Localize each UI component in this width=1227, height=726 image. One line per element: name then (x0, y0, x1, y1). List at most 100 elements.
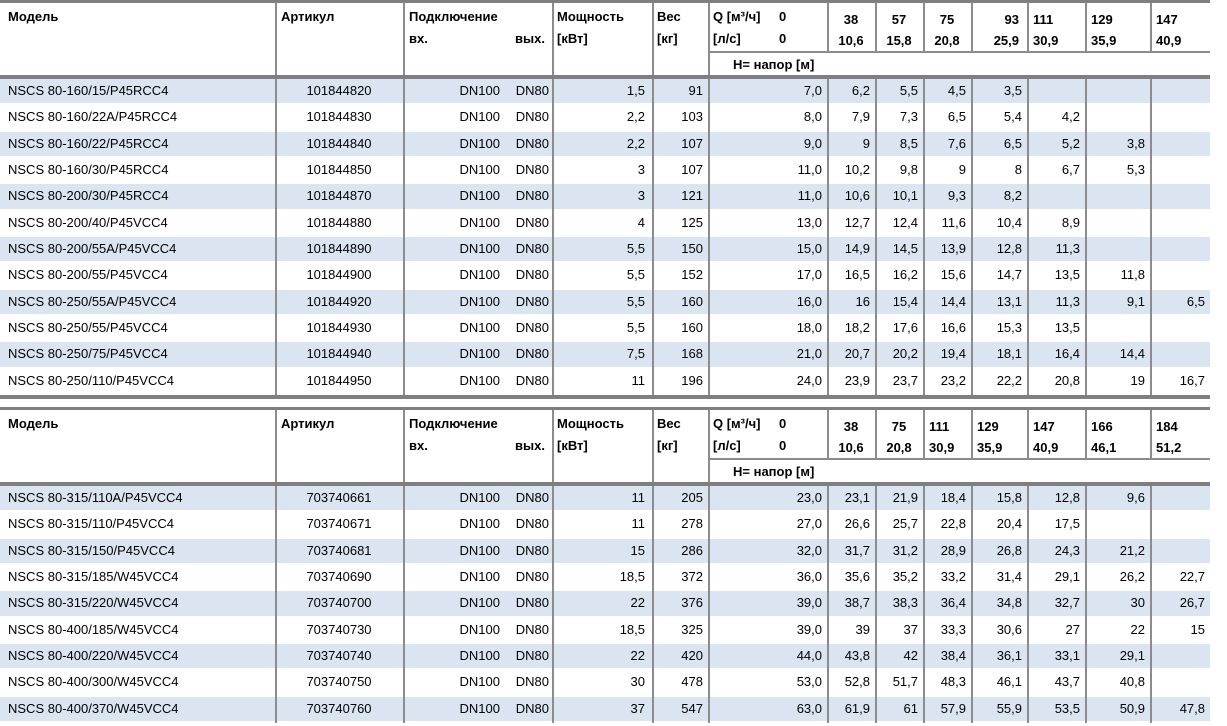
head-value-cell: 17,6 (892, 319, 918, 335)
head-value-cell: 63,0 (796, 700, 822, 716)
flow-col-ls: 10,6 (838, 33, 864, 48)
flow-zero-ls: 0 (779, 31, 787, 46)
article-cell: 101844840 (306, 135, 372, 151)
head-value-cell (1085, 211, 1150, 235)
weight-cell: 152 (681, 267, 703, 283)
head-value-cell: 35,6 (844, 568, 870, 584)
table-row: NSCS 80-200/40/P45VCC4 101844880 DN100 DN80… (0, 210, 1210, 237)
head-value-cell: 25,7 (892, 516, 918, 532)
weight-cell: 278 (681, 516, 703, 532)
head-value-cell: 32,0 (796, 542, 822, 558)
head-value-cell: 22,2 (996, 372, 1022, 388)
col-header-weight-unit: [кг] (657, 438, 678, 453)
model-cell: NSCS 80-250/55/P45VCC4 (8, 319, 168, 335)
head-value-cell: 44,0 (796, 647, 822, 663)
head-value-cell: 26,6 (844, 516, 870, 532)
power-cell: 5,5 (626, 267, 645, 283)
head-value-cell (1085, 512, 1150, 536)
article-cell: 703740671 (306, 516, 372, 532)
power-cell: 37 (630, 700, 645, 716)
column-divider (875, 486, 877, 723)
column-divider (652, 79, 654, 395)
flow-zero-m3h: 0 (779, 9, 787, 24)
dn-outlet-cell: DN80 (515, 700, 549, 716)
column-divider (652, 410, 654, 482)
dn-outlet-cell: DN80 (515, 568, 549, 584)
col-header-weight: Вес (657, 9, 681, 24)
head-value-cell: 21,2 (1119, 542, 1145, 558)
head-value-cell: 16,5 (844, 267, 870, 283)
column-divider (708, 410, 710, 482)
head-value-cell: 33,3 (940, 621, 966, 637)
dn-inlet-cell: DN100 (459, 595, 500, 611)
head-value-cell (1150, 105, 1210, 129)
column-divider (827, 3, 829, 51)
power-cell: 15 (630, 542, 645, 558)
head-value-cell: 11,8 (1120, 267, 1145, 283)
head-value-cell: 14,5 (892, 240, 918, 256)
dn-outlet-cell: DN80 (515, 490, 549, 505)
model-cell: NSCS 80-315/110/P45VCC4 (8, 516, 174, 532)
column-divider (1027, 486, 1029, 723)
col-header-connection: Подключение (409, 9, 498, 24)
flow-col-header: 57 15,8 (875, 9, 923, 53)
article-cell: 703740681 (306, 542, 372, 558)
head-value-cell: 4,2 (1061, 109, 1080, 125)
flow-col-header: 147 40,9 (1027, 416, 1085, 460)
head-value-cell: 30,6 (996, 621, 1022, 637)
model-cell: NSCS 80-250/55A/P45VCC4 (8, 293, 177, 309)
column-divider (971, 3, 973, 51)
head-value-cell: 6,5 (1003, 135, 1022, 151)
article-cell: 101844930 (306, 319, 372, 335)
head-value-cell: 10,4 (996, 214, 1022, 230)
head-value-cell: 10,1 (892, 188, 918, 204)
table-row: NSCS 80-315/220/W45VCC4 703740700 DN100 DN8… (0, 591, 1210, 618)
flow-col-m3h: 38 (843, 419, 859, 434)
head-value-cell: 22 (1130, 621, 1145, 637)
table-header: Модель Артикул Подключение вх. вых. Мощность [… (0, 3, 1210, 75)
flow-col-header: 111 30,9 (923, 416, 971, 460)
model-cell: NSCS 80-160/22/P45RCC4 (8, 135, 169, 151)
head-value-cell: 9,1 (1126, 293, 1145, 309)
head-value-cell (1150, 316, 1210, 340)
col-header-connection-in: вх. (409, 31, 428, 46)
dn-outlet-cell: DN80 (515, 267, 549, 283)
flow-col-ls: 25,9 (993, 33, 1019, 48)
head-value-cell: 34,8 (996, 595, 1022, 611)
flow-col-m3h: 147 (1156, 12, 1178, 27)
head-row-label: H= напор [м] (733, 464, 815, 479)
dn-outlet-cell: DN80 (515, 542, 549, 558)
power-cell: 5,5 (626, 319, 645, 335)
dn-inlet-cell: DN100 (459, 621, 500, 637)
col-header-power-unit: [кВт] (557, 438, 588, 453)
table-row: NSCS 80-250/110/P45VCC4 101844950 DN100 DN8… (0, 368, 1210, 395)
head-value-cell: 6,5 (1186, 293, 1205, 309)
power-cell: 11 (631, 372, 646, 388)
flow-col-header: 38 10,6 (827, 9, 875, 53)
column-divider (1027, 79, 1029, 395)
head-value-cell: 15 (1190, 621, 1205, 637)
power-cell: 4 (637, 214, 645, 230)
head-value-cell: 39,0 (796, 621, 822, 637)
table-row: NSCS 80-160/30/P45RCC4 101844850 DN100 DN80… (0, 157, 1210, 185)
head-value-cell: 30 (1130, 595, 1145, 611)
dn-inlet-cell: DN100 (459, 267, 500, 283)
weight-cell: 478 (681, 674, 703, 690)
head-value-cell: 23,9 (844, 372, 870, 388)
column-divider (652, 486, 654, 723)
weight-cell: 325 (681, 621, 703, 637)
head-value-cell: 19 (1130, 372, 1145, 388)
flow-col-ls: 35,9 (977, 440, 1003, 455)
head-value-cell (1150, 211, 1210, 235)
flow-col-header: 147 40,9 (1150, 9, 1210, 53)
head-value-cell: 18,4 (940, 490, 966, 505)
weight-cell: 160 (681, 293, 703, 309)
power-cell: 18,5 (619, 568, 645, 584)
flow-col-ls: 35,9 (1091, 33, 1117, 48)
head-value-cell: 11,6 (941, 214, 966, 230)
column-divider (1027, 410, 1029, 458)
dn-inlet-cell: DN100 (459, 542, 500, 558)
head-value-cell (1085, 105, 1150, 129)
head-value-cell: 31,4 (996, 568, 1022, 584)
flow-col-m3h: 75 (939, 12, 955, 27)
